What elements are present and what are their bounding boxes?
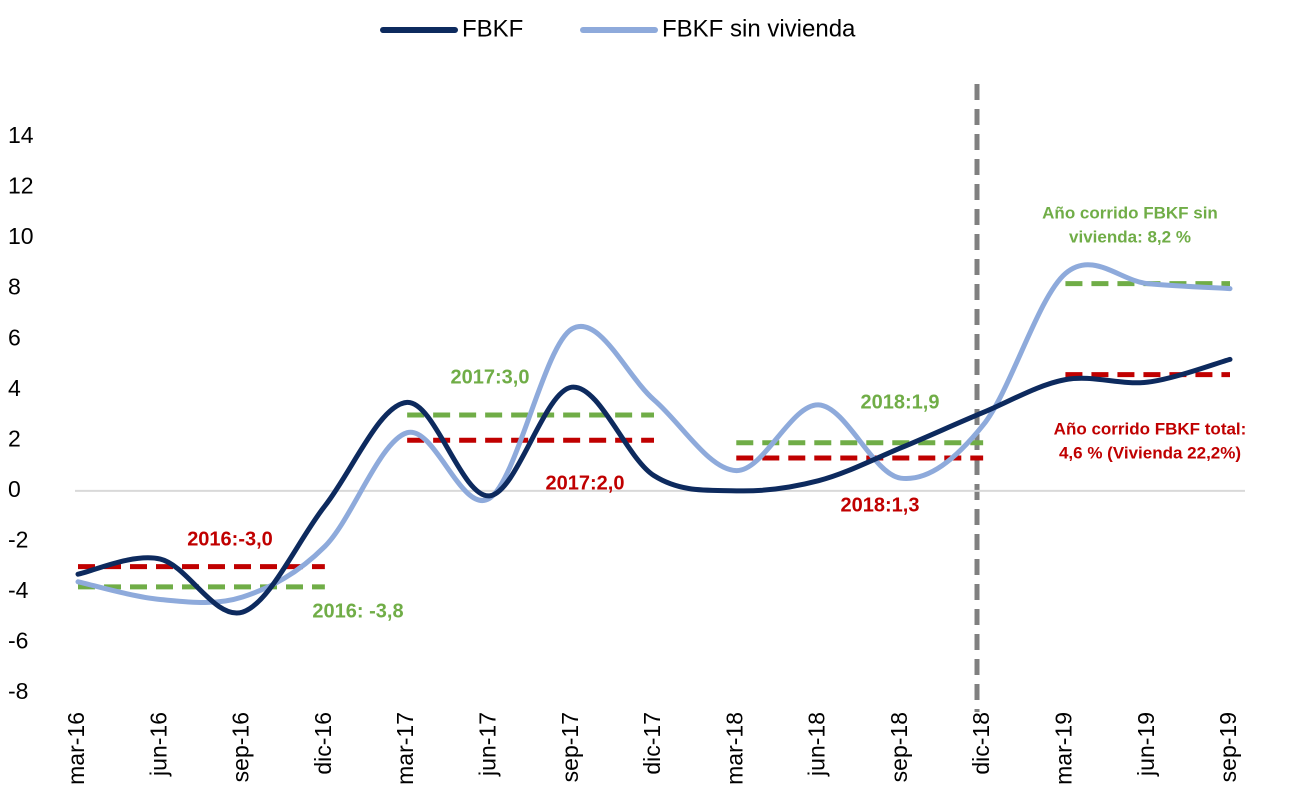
annotation: vivienda: 8,2 %	[1069, 227, 1191, 246]
x-tick-label: jun-16	[145, 712, 171, 777]
y-tick-label: -4	[8, 577, 29, 603]
x-tick-label: sep-17	[557, 712, 583, 782]
x-tick-label: mar-18	[721, 712, 747, 785]
y-tick-label: -2	[8, 526, 28, 552]
annotation: 2016: -3,8	[312, 600, 403, 622]
x-tick-label: sep-19	[1215, 712, 1241, 782]
annotation: 2016:-3,0	[187, 528, 273, 550]
y-tick-label: 4	[8, 375, 21, 401]
series-line	[75, 262, 1233, 605]
y-tick-label: 6	[8, 324, 21, 350]
y-tick-label: 10	[8, 223, 34, 249]
x-tick-label: dic-18	[968, 712, 994, 775]
y-tick-label: 12	[8, 173, 34, 199]
legend-label: FBKF sin vivienda	[662, 15, 856, 42]
x-tick-label: jun-19	[1133, 712, 1159, 777]
x-tick-label: mar-17	[392, 712, 418, 785]
annotation: 2017:2,0	[546, 472, 625, 494]
x-tick-label: jun-18	[804, 712, 830, 777]
y-tick-label: 14	[8, 122, 34, 148]
series-line	[75, 356, 1233, 616]
y-tick-label: -8	[8, 678, 28, 704]
legend-label: FBKF	[462, 15, 523, 42]
annotation: Año corrido FBKF sin	[1042, 203, 1218, 222]
annotation: 2018:1,9	[861, 391, 940, 413]
y-tick-label: -6	[8, 628, 28, 654]
annotation: 2017:3,0	[451, 366, 530, 388]
x-tick-label: jun-17	[475, 712, 501, 777]
y-tick-label: 0	[8, 476, 21, 502]
x-tick-label: mar-16	[63, 712, 89, 785]
x-tick-label: mar-19	[1051, 712, 1077, 785]
x-tick-label: dic-17	[639, 712, 665, 775]
x-tick-label: sep-16	[228, 712, 254, 782]
y-tick-label: 2	[8, 425, 21, 451]
annotation: 2018:1,3	[841, 494, 920, 516]
annotation: 4,6 % (Vivienda 22,2%)	[1059, 443, 1241, 462]
x-tick-label: sep-18	[886, 712, 912, 782]
annotation: Año corrido FBKF total:	[1054, 419, 1247, 438]
x-tick-label: dic-16	[310, 712, 336, 775]
y-tick-label: 8	[8, 274, 21, 300]
